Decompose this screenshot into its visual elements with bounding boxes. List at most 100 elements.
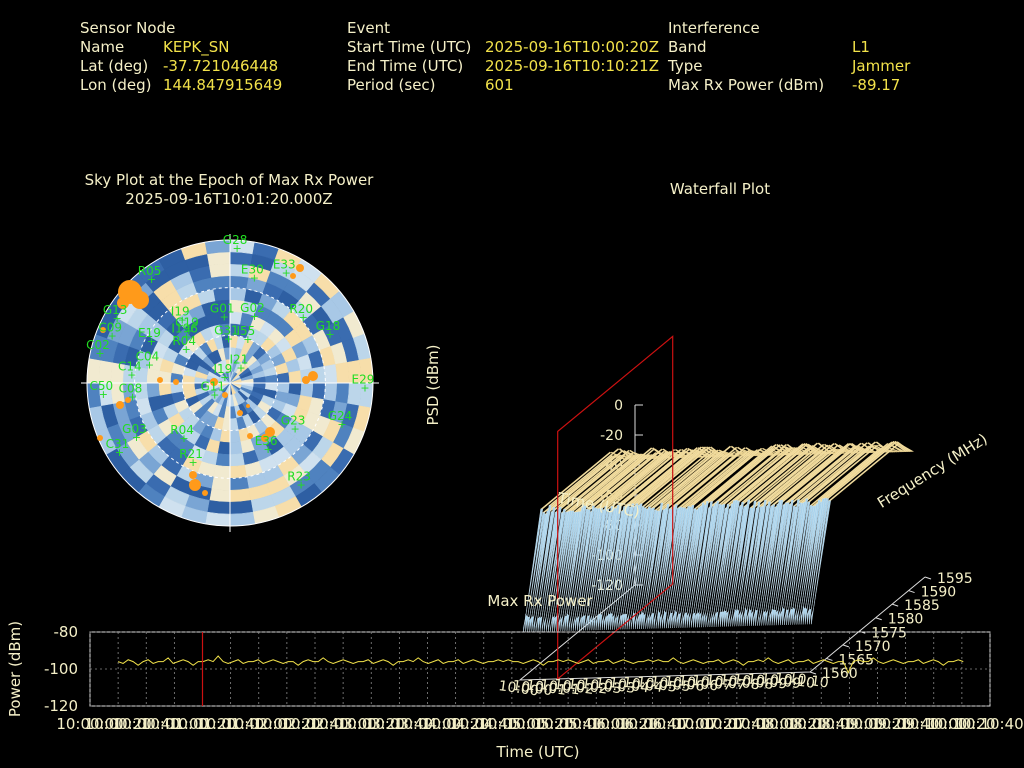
sky-cell <box>239 386 253 396</box>
sky-cell <box>193 434 210 451</box>
sky-cell <box>262 281 284 301</box>
maxrx-x-tick-label: 10:09:40 <box>872 715 939 733</box>
waterfall-wall <box>662 506 682 629</box>
waterfall-wall <box>767 502 788 626</box>
satellite-marker: + <box>178 314 187 327</box>
sky-cell <box>352 405 372 433</box>
waterfall-surface <box>753 443 840 502</box>
waterfall-wall <box>643 502 664 629</box>
sky-cell <box>176 437 195 456</box>
sky-cell <box>211 275 231 290</box>
waterfall-surface <box>554 455 641 513</box>
waterfall-y-tick <box>826 657 833 661</box>
sky-cell <box>257 400 272 414</box>
waterfall-wall <box>639 510 660 629</box>
satellite-label: G03 <box>122 422 147 436</box>
waterfall-wall <box>699 500 720 628</box>
interference-power-value: -89.17 <box>852 76 901 94</box>
waterfall-wall <box>647 508 668 629</box>
waterfall-z-label: PSD (dBm) <box>424 344 442 425</box>
sky-cell <box>213 464 231 479</box>
waterfall-surface <box>678 449 765 508</box>
sky-cell <box>128 415 148 437</box>
waterfall-wall <box>537 512 558 632</box>
satellite-marker: + <box>95 347 104 360</box>
sky-cell <box>271 446 292 466</box>
waterfall-wall <box>570 509 591 631</box>
sky-cell <box>221 417 231 431</box>
sky-cell <box>219 429 231 443</box>
waterfall-wall <box>798 503 819 625</box>
waterfall-y-tick-label: 1585 <box>904 598 940 614</box>
waterfall-surface <box>722 446 809 505</box>
waterfall-wall <box>560 511 581 632</box>
sky-cell <box>229 382 237 395</box>
sky-cell <box>112 401 130 425</box>
sky-cell <box>199 326 215 343</box>
waterfall-wall <box>657 504 678 629</box>
waterfall-x-tick-label: 10:10 <box>787 670 829 691</box>
sky-cell <box>335 362 350 384</box>
satellite-label: C19 <box>175 315 199 329</box>
waterfall-surface <box>761 449 848 507</box>
waterfall-surface <box>757 444 844 503</box>
sky-cell <box>206 351 219 366</box>
satellite-label: I19 <box>171 305 190 319</box>
waterfall-wall <box>628 509 649 630</box>
waterfall-surface <box>552 449 639 508</box>
sky-cell <box>332 317 354 343</box>
sky-cell <box>306 459 331 484</box>
sky-cell <box>191 331 207 347</box>
waterfall-surface <box>732 443 819 501</box>
interference-blob <box>290 273 296 279</box>
waterfall-y-tick-label: 1595 <box>937 571 973 587</box>
waterfall-wall <box>697 503 718 628</box>
sky-cell <box>284 418 303 437</box>
waterfall-wall <box>800 499 821 625</box>
maxrx-title: Max Rx Power <box>487 592 593 610</box>
sky-cell <box>240 374 254 382</box>
sky-cell <box>110 382 125 404</box>
sky-cell <box>219 323 231 337</box>
sky-cell <box>300 368 314 384</box>
sky-cell <box>229 251 254 266</box>
waterfall-wall <box>527 513 548 633</box>
sky-cell <box>248 265 272 283</box>
sky-cell <box>182 366 197 378</box>
sky-cell <box>106 317 128 343</box>
waterfall-surface <box>734 442 821 501</box>
maxrx-x-tick-label: 10:04:20 <box>422 715 489 733</box>
waterfall-surface <box>809 448 895 506</box>
sky-cell <box>229 239 256 255</box>
sky-cell <box>343 427 365 455</box>
sky-cell <box>322 419 343 443</box>
waterfall-surface <box>745 448 831 506</box>
waterfall-wall <box>601 505 622 631</box>
sky-cell <box>258 454 279 473</box>
sky-cell <box>209 427 223 442</box>
interference-power-label: Max Rx Power (dBm) <box>668 76 825 94</box>
satellite-label: E29 <box>352 373 375 387</box>
interference-blob <box>308 371 318 381</box>
sky-cell <box>229 417 239 431</box>
waterfall-x-tick-label: 10:00 <box>497 678 539 699</box>
waterfall-wall <box>672 506 693 629</box>
waterfall-wall <box>531 505 552 632</box>
sky-cell <box>188 400 203 414</box>
sky-cell <box>128 329 148 351</box>
sky-cell <box>120 466 147 493</box>
waterfall-y-tick <box>875 617 882 621</box>
sky-cell <box>275 428 295 448</box>
sky-cell <box>223 382 231 395</box>
sky-cell <box>252 505 280 525</box>
maxrx-x-tick-label: 10:04:00 <box>394 715 461 733</box>
interference-blob <box>116 401 124 409</box>
waterfall-surface <box>778 442 865 501</box>
sky-cell <box>197 288 216 305</box>
sky-cell <box>184 253 210 272</box>
waterfall-wall <box>705 503 726 628</box>
waterfall-z-tick-label: -20 <box>600 428 623 444</box>
sky-cell <box>147 424 167 445</box>
sky-cell <box>95 311 117 339</box>
